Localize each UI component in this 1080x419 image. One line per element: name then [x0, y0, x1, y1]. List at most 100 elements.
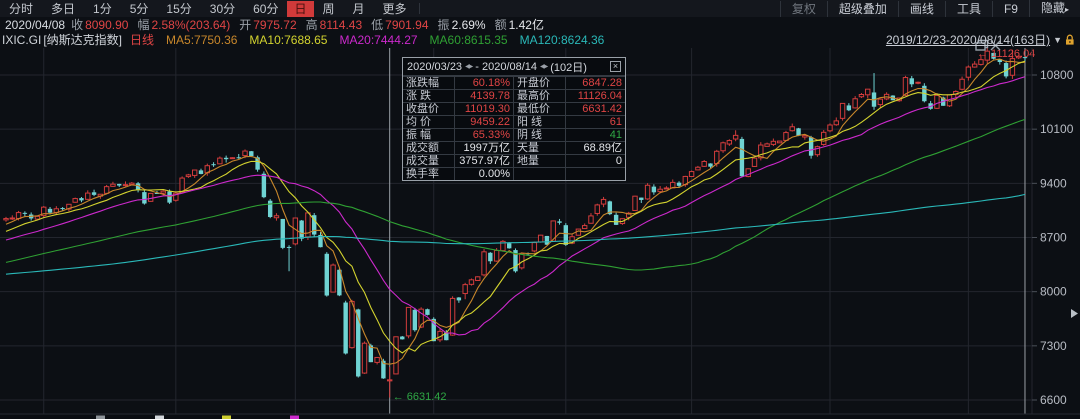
- stat-value: 0: [566, 154, 625, 167]
- stat-value: 1997万亿: [455, 141, 514, 154]
- candle-up: [626, 212, 632, 218]
- visible-range-label[interactable]: 2019/12/23-2020/08/14(163日): [885, 33, 1051, 47]
- tab-5分[interactable]: 5分: [129, 1, 149, 16]
- close-icon[interactable]: ×: [610, 61, 621, 72]
- chevron-down-icon[interactable]: ▼: [1053, 34, 1062, 45]
- quote-date: 2020/04/08: [5, 17, 66, 32]
- candle-up: [66, 203, 72, 210]
- tab-分时[interactable]: 分时: [9, 1, 34, 16]
- candle-down: [324, 253, 329, 296]
- candle-up: [600, 198, 607, 205]
- candle-up: [349, 300, 355, 349]
- stat-value: 0.00%: [455, 167, 514, 180]
- tab-周[interactable]: 周: [322, 1, 335, 16]
- tab-更多[interactable]: 更多: [382, 1, 407, 16]
- candle-down: [91, 192, 97, 195]
- stat-value: 68.89亿: [566, 141, 625, 154]
- tab-多日[interactable]: 多日: [51, 1, 76, 16]
- candle-down: [513, 250, 518, 272]
- candle-down: [1022, 57, 1028, 59]
- ma-legend-1: MA5:7750.36: [166, 32, 238, 47]
- candle-up: [374, 356, 380, 363]
- tab-15分[interactable]: 15分: [166, 1, 192, 16]
- candle-up: [147, 192, 154, 202]
- candle-up: [632, 195, 638, 211]
- symbol-code: IXIC.GI: [2, 32, 42, 47]
- candle-up: [192, 169, 198, 176]
- tool-超级叠加[interactable]: 超级叠加: [826, 0, 898, 17]
- candle-up: [732, 134, 739, 140]
- interval-start-stepper-icon[interactable]: ◀▶: [465, 64, 473, 70]
- stat-label: 地量: [514, 154, 566, 167]
- interval-end-stepper-icon[interactable]: ◀▶: [540, 64, 548, 70]
- candle-down: [676, 182, 682, 186]
- candle-down: [381, 360, 386, 379]
- tab-日[interactable]: 日: [287, 0, 314, 17]
- candle-up: [569, 236, 575, 244]
- candle-down: [299, 220, 304, 239]
- candle-down: [639, 197, 644, 200]
- tool-画线[interactable]: 画线: [897, 0, 945, 17]
- candle-up: [726, 140, 733, 145]
- candle-up: [361, 342, 368, 374]
- candle-down: [557, 221, 562, 223]
- tool-F9[interactable]: F9: [991, 0, 1029, 17]
- ma-legend-5: MA120:8624.36: [519, 32, 605, 47]
- candle-down: [356, 309, 361, 377]
- stat-value: 61: [566, 115, 625, 128]
- tab-月[interactable]: 月: [352, 1, 365, 16]
- lock-icon[interactable]: [1064, 34, 1076, 46]
- volume-pane-cutoff-text: [290, 415, 299, 419]
- candle-up: [720, 142, 726, 152]
- quote-field-value: 7901.94: [385, 18, 429, 32]
- candle-down: [607, 201, 613, 215]
- quote-field-label: 额: [494, 18, 507, 32]
- candle-down: [343, 302, 348, 354]
- stat-label: [514, 167, 566, 180]
- tab-30分[interactable]: 30分: [209, 1, 236, 16]
- quote-field-label: 高: [305, 18, 318, 32]
- quote-field-value: 1.42亿: [508, 18, 544, 32]
- candle-down: [444, 332, 449, 341]
- candle-up: [984, 50, 990, 61]
- candle-down: [563, 225, 569, 245]
- candle-up: [644, 184, 651, 200]
- y-axis-label: 8700: [1040, 231, 1067, 245]
- tool-工具[interactable]: 工具: [944, 0, 992, 17]
- interval-end-date: 2020/08/14: [481, 60, 538, 73]
- symbol-name: [纳斯达克指数]: [43, 33, 123, 47]
- y-axis-label: 8000: [1040, 285, 1067, 299]
- tool-复权[interactable]: 复权: [779, 0, 827, 17]
- candle-down: [261, 173, 267, 198]
- quote-field-value: 2.58%(203.64): [151, 18, 231, 32]
- candle-down: [60, 208, 65, 210]
- close-icon: [990, 40, 1001, 51]
- candle-down: [117, 183, 122, 186]
- candle-up: [758, 144, 764, 159]
- candle-up: [103, 186, 110, 194]
- candle-up: [330, 264, 336, 293]
- stat-label: 成交额: [403, 141, 455, 154]
- candle-up: [858, 94, 865, 98]
- tool-隐藏[interactable]: 隐藏▸: [1028, 0, 1080, 18]
- candle-up: [776, 140, 783, 144]
- quote-field-开: 开 7975.72: [239, 16, 296, 33]
- quote-field-振: 振 2.69%: [438, 16, 486, 33]
- tab-1分[interactable]: 1分: [93, 1, 112, 16]
- stat-label: 收盘价: [403, 102, 455, 115]
- candle-down: [796, 128, 801, 136]
- stat-value: 4139.78: [455, 89, 514, 102]
- candle-down: [488, 252, 493, 262]
- candle-down: [425, 309, 430, 315]
- candle-up: [386, 379, 393, 382]
- quote-values: 收 8090.90 幅 2.58%(203.64) 开 7975.72 高 8114.43 低 7…: [71, 16, 553, 33]
- candle-up: [110, 183, 116, 187]
- tab-60分[interactable]: 60分: [253, 1, 279, 16]
- candle-down: [708, 163, 713, 167]
- stat-label: 天量: [514, 141, 566, 154]
- candle-down: [846, 105, 852, 111]
- candle-down: [249, 151, 254, 157]
- candle-down: [456, 297, 462, 301]
